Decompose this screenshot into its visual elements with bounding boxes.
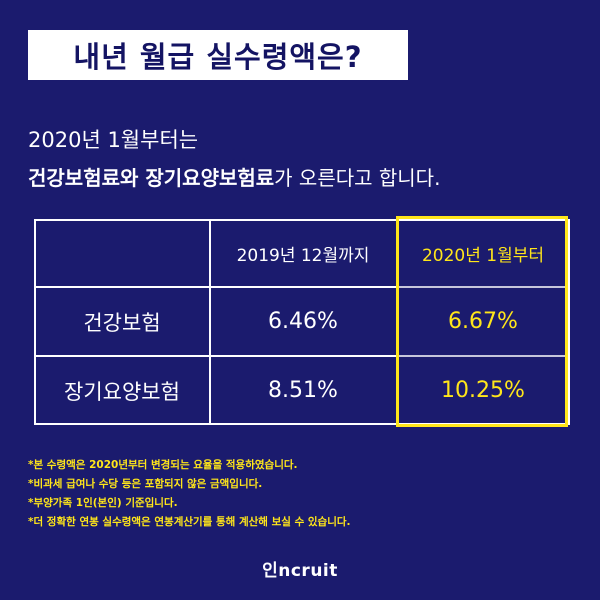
page-title-text: 내년 월급 실수령액은?	[73, 40, 363, 74]
intro-line-1: 2020년 1월부터는	[28, 128, 199, 152]
rate-comparison-table: 2019년 12월까지 2020년 1월부터 건강보험 6.46% 6.67% …	[34, 216, 570, 427]
footnote: *더 정확한 연봉 실수령액은 연봉계산기를 통해 계산해 보실 수 있습니다.	[28, 516, 351, 528]
care-rate-after: 10.25%	[441, 378, 525, 403]
intro-highlight-text: 건강보험료와 장기요양보험료	[28, 166, 275, 190]
header-cell-before: 2019년 12월까지	[236, 245, 370, 266]
table-grid-lines	[34, 219, 570, 425]
care-rate-before: 8.51%	[268, 378, 338, 403]
intro-line-2: 건강보험료와 장기요양보험료가 오른다고 합니다.	[28, 162, 440, 191]
footnotes: *본 수령액은 2020년부터 변경되는 요율을 적용하였습니다. *비과세 급…	[28, 456, 351, 532]
footnote: *비과세 급여나 수당 등은 포함되지 않은 금액입니다.	[28, 478, 263, 490]
header-cell-empty	[34, 219, 210, 287]
footnote: *본 수령액은 2020년부터 변경되는 요율을 적용하였습니다.	[28, 459, 298, 471]
header-cell-after: 2020년 1월부터	[421, 245, 545, 266]
row-label-health-insurance: 건강보험	[83, 310, 161, 335]
health-rate-before: 6.46%	[268, 309, 338, 334]
incruit-logo: 인ncruit	[262, 561, 338, 581]
page-title: 내년 월급 실수령액은?	[28, 30, 408, 80]
intro-rest-text: 가 오른다고 합니다.	[274, 166, 441, 190]
health-rate-after: 6.67%	[448, 309, 518, 334]
row-label-long-term-care: 장기요양보험	[64, 379, 180, 404]
footnote: *부양가족 1인(본인) 기준입니다.	[28, 497, 178, 509]
